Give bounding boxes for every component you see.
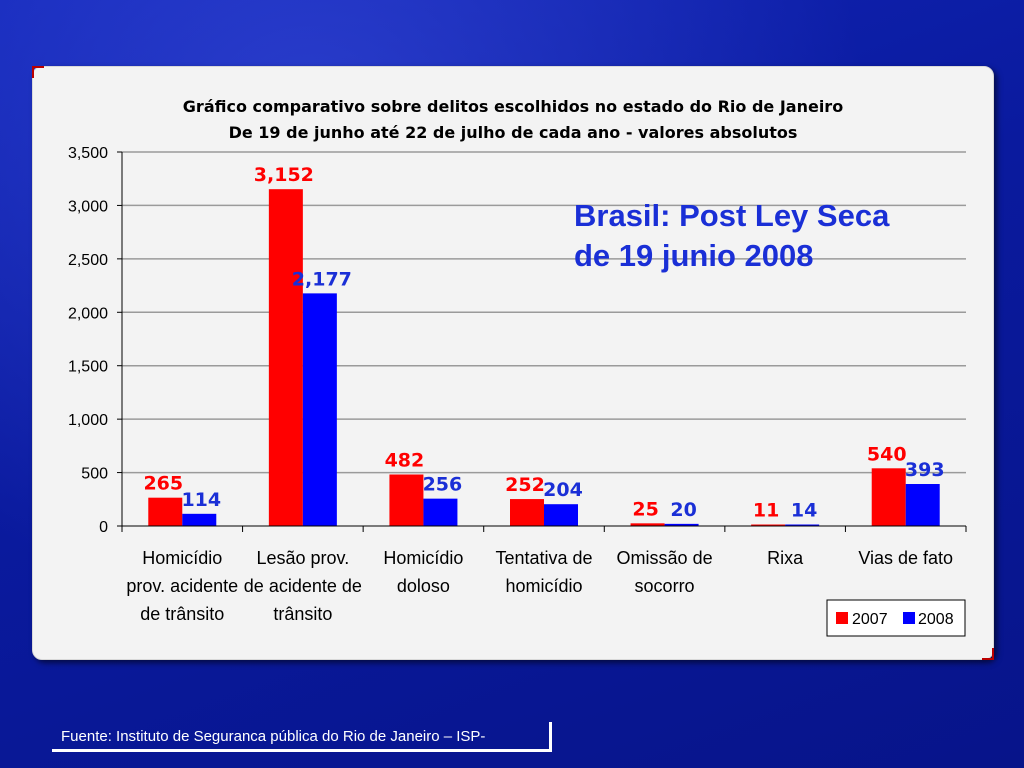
category-label: Tentativa de bbox=[495, 548, 592, 568]
chart-frame bbox=[32, 66, 994, 660]
bar-2007-6 bbox=[751, 524, 786, 526]
legend-label-2008: 2008 bbox=[918, 611, 954, 628]
bar-2008-5 bbox=[664, 523, 699, 526]
legend-label-2007: 2007 bbox=[852, 611, 888, 628]
data-label-2007-4: 252 bbox=[505, 474, 545, 496]
chart-title: Gráfico comparativo sobre delitos escolh… bbox=[183, 97, 843, 116]
y-tick-label: 2,500 bbox=[68, 252, 108, 269]
bars-layer bbox=[148, 189, 940, 526]
frame-corner-bottom-right bbox=[982, 648, 994, 660]
legend: 2007 2008 bbox=[826, 599, 966, 637]
legend-swatch-2007 bbox=[836, 612, 848, 624]
grid-layer bbox=[122, 151, 966, 474]
bar-2007-1 bbox=[148, 497, 183, 526]
y-tick-label: 3,000 bbox=[68, 198, 108, 215]
bar-2007-7 bbox=[871, 468, 906, 526]
bar-2007-5 bbox=[630, 523, 665, 526]
bar-2008-6 bbox=[785, 524, 820, 526]
y-tick-label: 3,500 bbox=[68, 145, 108, 162]
data-label-2008-3: 256 bbox=[423, 474, 463, 496]
post-ley-seca-title: Brasil: Post Ley Seca de 19 junio 2008 bbox=[574, 196, 889, 276]
category-label: de acidente de bbox=[244, 576, 362, 596]
y-tick-label: 1,000 bbox=[68, 412, 108, 429]
data-label-2008-2: 2,177 bbox=[292, 268, 352, 290]
data-label-2008-5: 20 bbox=[670, 499, 696, 521]
bar-2008-7 bbox=[905, 484, 940, 526]
category-label: prov. acidente bbox=[126, 576, 238, 596]
frame-corner-top-left bbox=[32, 66, 44, 78]
overlay-title-line-2: de 19 junio 2008 bbox=[574, 238, 814, 273]
y-tick-label: 0 bbox=[99, 519, 108, 536]
data-label-2008-1: 114 bbox=[181, 489, 221, 511]
data-label-2007-1: 265 bbox=[143, 473, 183, 495]
bar-2007-4 bbox=[510, 499, 544, 526]
category-label: socorro bbox=[635, 576, 695, 596]
category-label: Homicídio bbox=[383, 548, 463, 568]
data-label-2007-3: 482 bbox=[385, 449, 425, 471]
source-note: Fuente: Instituto de Seguranca pública d… bbox=[61, 728, 486, 745]
y-tick-label: 500 bbox=[81, 466, 108, 483]
bar-2008-2 bbox=[302, 293, 337, 526]
category-label: Omissão de bbox=[617, 548, 713, 568]
source-box bbox=[52, 722, 552, 752]
data-label-2008-6: 14 bbox=[791, 500, 817, 522]
bar-2008-1 bbox=[182, 513, 217, 526]
category-label: trânsito bbox=[273, 604, 332, 624]
category-label: Vias de fato bbox=[858, 548, 953, 568]
data-label-2007-6: 11 bbox=[753, 500, 779, 522]
chart-subtitle: De 19 de junho até 22 de julho de cada a… bbox=[229, 123, 798, 142]
bar-2008-4 bbox=[544, 504, 578, 526]
data-label-2008-4: 204 bbox=[543, 479, 583, 501]
legend-swatch-2008 bbox=[903, 612, 915, 624]
legend-box bbox=[826, 599, 966, 637]
category-label: doloso bbox=[397, 576, 450, 596]
data-label-2008-7: 393 bbox=[905, 459, 945, 481]
data-label-2007-7: 540 bbox=[867, 443, 907, 465]
category-label: Lesão prov. bbox=[256, 548, 349, 568]
axis-layer: 0 500 1,000 1,500 2,000 2,500 3,000 3,500 Homicí… bbox=[68, 145, 967, 624]
bar-2007-3 bbox=[389, 474, 424, 526]
bar-2007-2 bbox=[268, 189, 303, 526]
overlay-title-line-1: Brasil: Post Ley Seca bbox=[574, 198, 890, 233]
data-label-2007-5: 25 bbox=[632, 498, 658, 520]
category-label: Homicídio bbox=[142, 548, 222, 568]
category-label: homicídio bbox=[505, 576, 582, 596]
category-label: de trânsito bbox=[140, 604, 224, 624]
y-tick-label: 1,500 bbox=[68, 359, 108, 376]
y-tick-label: 2,000 bbox=[68, 305, 108, 322]
category-label: Rixa bbox=[767, 548, 804, 568]
bar-2008-3 bbox=[423, 498, 458, 526]
data-label-2007-2: 3,152 bbox=[254, 164, 314, 186]
